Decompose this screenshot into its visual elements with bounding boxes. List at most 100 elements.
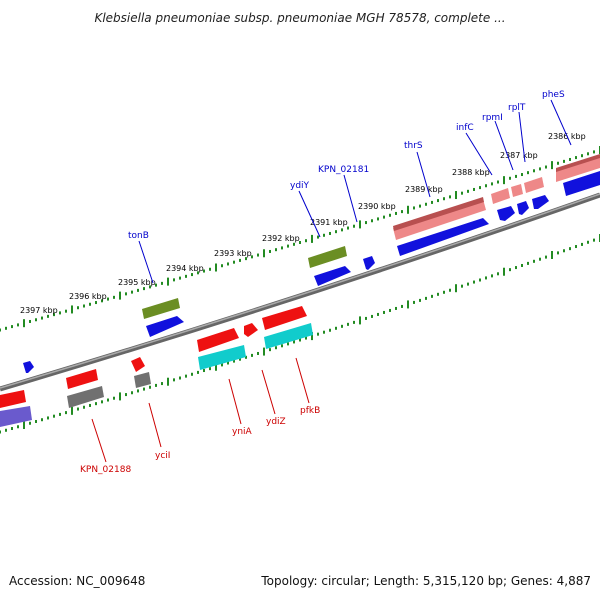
reverse-gene-arrow bbox=[363, 256, 375, 270]
kbp-label: 2392 kbp bbox=[262, 234, 300, 243]
reverse-gene-arrow bbox=[532, 195, 549, 209]
pseudo-feature bbox=[67, 386, 104, 408]
tick-mark bbox=[197, 370, 199, 374]
reverse-gene-arrow bbox=[314, 266, 351, 286]
tick-mark bbox=[329, 231, 331, 235]
tick-mark bbox=[443, 197, 445, 201]
tick-mark bbox=[461, 284, 463, 288]
leader-line bbox=[228, 378, 242, 425]
tick-mark bbox=[209, 267, 211, 271]
rrna-feature bbox=[524, 177, 544, 193]
tick-mark bbox=[101, 400, 103, 404]
tick-mark bbox=[53, 414, 55, 418]
tick-mark bbox=[65, 411, 67, 415]
tick-mark bbox=[515, 174, 517, 178]
tick-mark bbox=[107, 398, 109, 402]
bottom-gene-labels: pfkB ydiZ yniA yciI KPN_02188 bbox=[80, 357, 320, 475]
tick-mark bbox=[29, 421, 31, 425]
tick-mark bbox=[65, 309, 67, 313]
tick-mark bbox=[581, 242, 583, 246]
tick-mark bbox=[203, 269, 205, 273]
trna-feature bbox=[142, 298, 180, 319]
tick-mark bbox=[35, 419, 37, 423]
tick-mark bbox=[275, 346, 277, 350]
tick-mark bbox=[59, 412, 61, 416]
tick-mark bbox=[131, 391, 133, 395]
tick-mark bbox=[497, 272, 499, 276]
tick-mark bbox=[569, 247, 571, 251]
leader-line bbox=[138, 240, 154, 284]
tick-mark bbox=[257, 351, 259, 355]
tick-mark bbox=[521, 263, 523, 267]
rrna-feature bbox=[491, 188, 510, 204]
tick-mark bbox=[575, 245, 577, 249]
tick-mark bbox=[551, 250, 553, 259]
tick-mark bbox=[455, 191, 457, 200]
tick-mark bbox=[197, 271, 199, 275]
forward-gene-arrow bbox=[66, 369, 98, 389]
tick-mark bbox=[473, 280, 475, 284]
tick-mark bbox=[431, 200, 433, 204]
tick-mark bbox=[149, 385, 151, 389]
kbp-labels: 2386 kbp 2387 kbp 2388 kbp 2389 kbp 2390… bbox=[20, 132, 586, 315]
kbp-label: 2393 kbp bbox=[214, 249, 252, 258]
tick-mark bbox=[509, 176, 511, 180]
tick-mark bbox=[563, 159, 565, 163]
inner-tick-track bbox=[0, 234, 600, 434]
tick-mark bbox=[593, 150, 595, 154]
tick-mark bbox=[425, 202, 427, 206]
tick-mark bbox=[239, 357, 241, 361]
gene-label-rplt: rplT bbox=[508, 103, 526, 113]
kbp-label: 2387 kbp bbox=[500, 151, 538, 160]
leader-line bbox=[494, 120, 514, 171]
tick-mark bbox=[485, 276, 487, 280]
tick-mark bbox=[401, 210, 403, 214]
tick-mark bbox=[587, 240, 589, 244]
tick-mark bbox=[155, 283, 157, 287]
tick-mark bbox=[101, 299, 103, 303]
leader-line bbox=[298, 190, 321, 238]
accession-label: Accession: NC_009648 bbox=[9, 574, 146, 588]
tick-mark bbox=[71, 305, 73, 314]
tick-mark bbox=[317, 235, 319, 239]
tick-mark bbox=[389, 308, 391, 312]
forward-features bbox=[23, 154, 600, 373]
topology-label: Topology: circular; Length: 5,315,120 bp… bbox=[261, 574, 591, 588]
tick-mark bbox=[89, 302, 91, 306]
kbp-label: 2391 kbp bbox=[310, 218, 348, 227]
tick-mark bbox=[167, 377, 169, 386]
tick-mark bbox=[323, 233, 325, 237]
tick-mark bbox=[245, 355, 247, 359]
rrna-feature bbox=[393, 199, 486, 240]
gene-label-ydiz: ydiZ bbox=[266, 417, 286, 427]
tick-mark bbox=[95, 301, 97, 305]
leader-line bbox=[343, 174, 358, 223]
tick-mark bbox=[299, 338, 301, 342]
tick-mark bbox=[11, 325, 13, 329]
tick-mark bbox=[461, 191, 463, 195]
tick-mark bbox=[347, 226, 349, 230]
tick-mark bbox=[185, 274, 187, 278]
tick-mark bbox=[263, 347, 265, 356]
tick-mark bbox=[149, 285, 151, 289]
tick-mark bbox=[77, 407, 79, 411]
tick-mark bbox=[245, 257, 247, 261]
tick-mark bbox=[179, 376, 181, 380]
kbp-label: 2388 kbp bbox=[452, 168, 490, 177]
tick-mark bbox=[449, 288, 451, 292]
tick-mark bbox=[335, 326, 337, 330]
tick-mark bbox=[389, 213, 391, 217]
leader-line bbox=[550, 99, 572, 146]
tick-mark bbox=[89, 403, 91, 407]
tick-mark bbox=[503, 176, 505, 185]
tick-mark bbox=[173, 278, 175, 282]
kbp-label: 2390 kbp bbox=[358, 202, 396, 211]
tick-mark bbox=[293, 242, 295, 246]
tick-mark bbox=[587, 152, 589, 156]
tick-mark bbox=[515, 266, 517, 270]
tick-mark bbox=[23, 319, 25, 328]
tick-mark bbox=[383, 215, 385, 219]
tick-mark bbox=[527, 261, 529, 265]
rrna-feature bbox=[556, 156, 600, 182]
tick-mark bbox=[5, 428, 7, 432]
